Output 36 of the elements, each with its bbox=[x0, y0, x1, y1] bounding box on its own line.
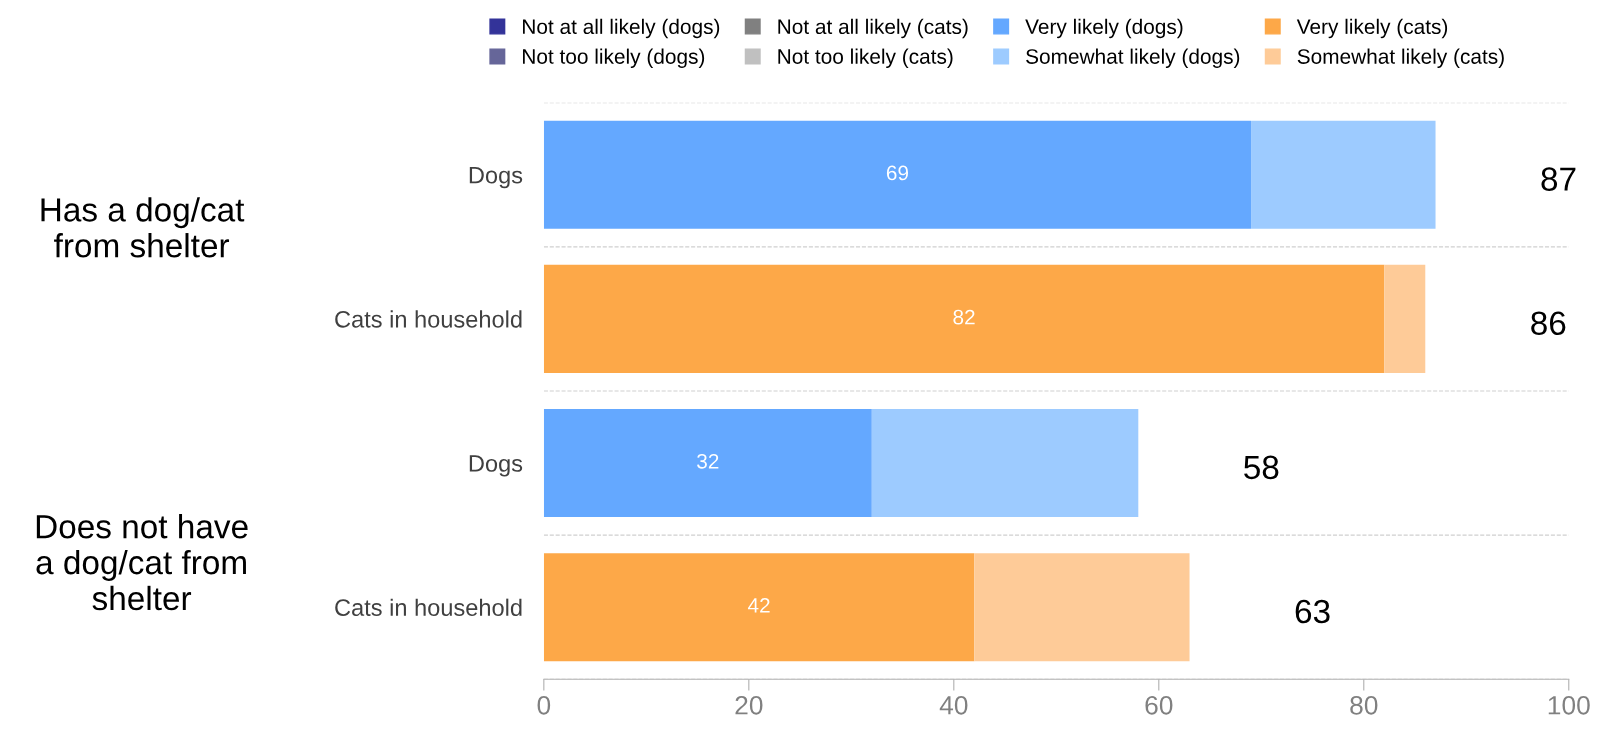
legend-label: Not at all likely (cats) bbox=[778, 18, 968, 39]
total-label: 63 bbox=[1295, 599, 1330, 624]
legend-label: Very likely (dogs) bbox=[1025, 18, 1183, 39]
x-tick-label: 100 bbox=[1548, 695, 1590, 715]
x-tick-label: 20 bbox=[735, 695, 763, 715]
x-tick-label: 0 bbox=[537, 695, 551, 715]
legend-label: Not at all likely (dogs) bbox=[523, 18, 720, 39]
x-tick-label: 80 bbox=[1350, 695, 1378, 715]
text: Does not have a dog/cat from shelter bbox=[36, 514, 248, 611]
bar bbox=[543, 264, 1385, 373]
y-tick-label: Cats in household bbox=[335, 598, 522, 616]
data-label: 42 bbox=[747, 598, 770, 613]
x-tick-label: 60 bbox=[1145, 695, 1173, 715]
legend-label: Very likely (cats) bbox=[1296, 18, 1448, 39]
legend-label: Somewhat likely (cats) bbox=[1297, 48, 1504, 69]
y-tick-label: Dogs bbox=[469, 455, 523, 477]
bar bbox=[871, 408, 1139, 518]
data-label: 69 bbox=[886, 165, 909, 181]
legend-label: Somewhat likely (dogs) bbox=[1026, 48, 1240, 69]
total-label: 86 bbox=[1531, 311, 1566, 336]
y-tick-label: Cats in household bbox=[335, 310, 522, 328]
data-label: 32 bbox=[697, 453, 719, 469]
total-label: 87 bbox=[1541, 167, 1576, 191]
bar bbox=[543, 408, 872, 518]
legend-label: Not too likely (cats) bbox=[778, 48, 953, 69]
bar bbox=[543, 120, 1252, 229]
bar bbox=[1384, 264, 1426, 373]
text: Has a dog/cat from shelter bbox=[41, 197, 245, 258]
bar bbox=[974, 553, 1190, 662]
data-label: 82 bbox=[953, 309, 975, 325]
x-tick-label: 40 bbox=[939, 695, 968, 715]
y-tick-label: Dogs bbox=[469, 167, 523, 189]
bar bbox=[1251, 120, 1436, 229]
total-label: 58 bbox=[1244, 455, 1279, 480]
bar bbox=[543, 553, 975, 662]
legend-label: Not too likely (dogs) bbox=[523, 48, 705, 69]
